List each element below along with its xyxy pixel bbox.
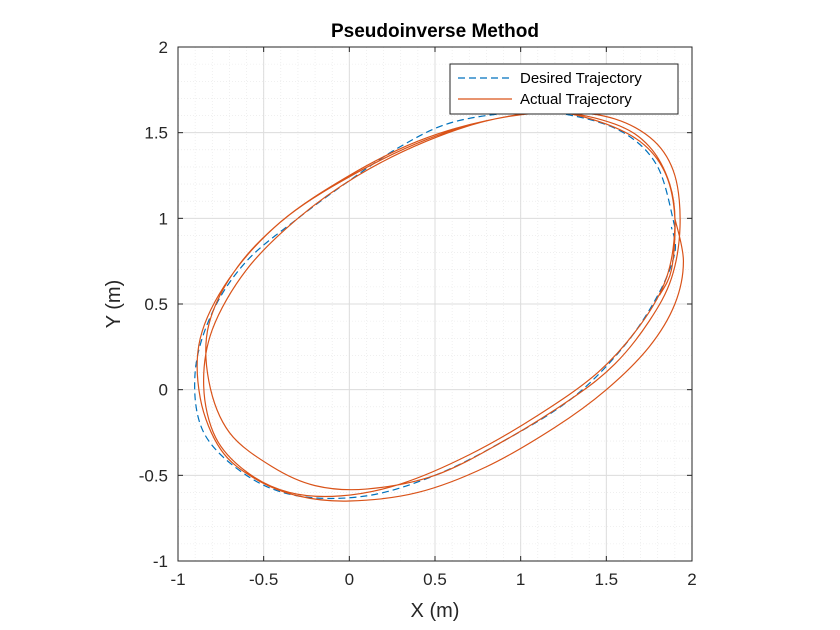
y-tick-label: -1 [153, 552, 168, 571]
y-tick-labels: 2 1.5 1 0.5 0 -0.5 -1 [139, 38, 168, 571]
x-tick-label: 2 [687, 570, 696, 589]
y-tick-label: 1.5 [144, 124, 168, 143]
x-tick-label: 0.5 [423, 570, 447, 589]
legend: Desired Trajectory Actual Trajectory [449, 63, 679, 115]
x-tick-label: 1.5 [595, 570, 619, 589]
y-tick-label: -0.5 [139, 466, 168, 485]
legend-label-actual: Actual Trajectory [520, 91, 632, 108]
x-tick-label: -0.5 [249, 570, 278, 589]
x-tick-label: 0 [345, 570, 354, 589]
chart-title: Pseudoinverse Method [331, 21, 539, 42]
axis-ticks [177, 46, 693, 562]
x-tick-labels: -1 -0.5 0 0.5 1 1.5 2 [170, 570, 696, 589]
y-tick-label: 2 [159, 38, 168, 57]
x-axis-title: X (m) [411, 600, 460, 622]
legend-box [449, 63, 679, 115]
y-tick-label: 0.5 [144, 295, 168, 314]
x-tick-label: -1 [170, 570, 185, 589]
y-tick-label: 1 [159, 209, 168, 228]
legend-label-desired: Desired Trajectory [520, 70, 642, 87]
y-tick-label: 0 [159, 381, 168, 400]
actual-trajectory-line [196, 111, 685, 502]
y-axis-title: Y (m) [103, 280, 125, 329]
x-tick-label: 1 [516, 570, 525, 589]
